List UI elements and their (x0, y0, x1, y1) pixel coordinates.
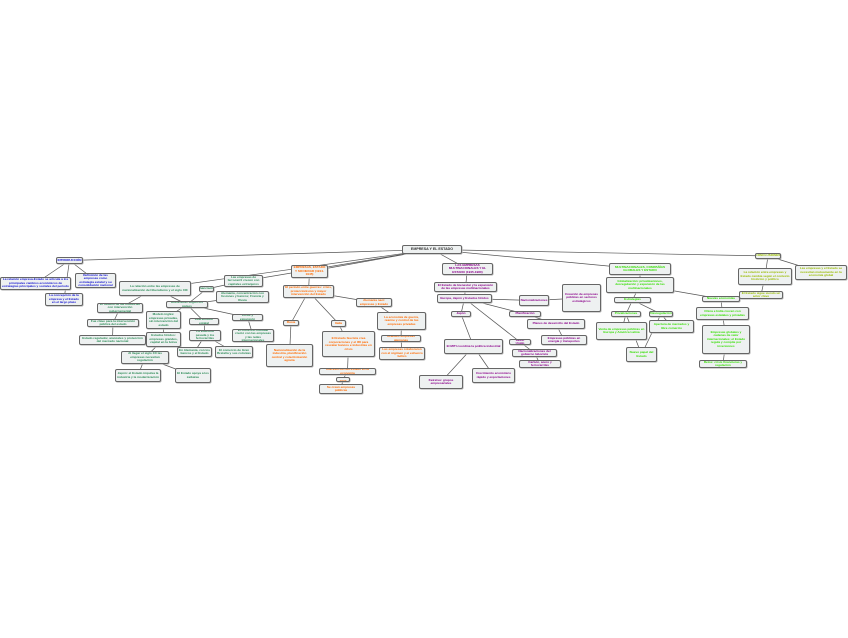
subtopic[interactable]: Desregulación (649, 311, 673, 317)
subtopic[interactable]: El período entre guerras: crisis, protec… (283, 285, 334, 298)
topic-multinacionales[interactable]: LAS EMPRESAS MULTINACIONALES Y EL ESTADO… (442, 263, 493, 275)
subtopic[interactable]: Nacionalizaciones del gobierno laborista (512, 349, 557, 357)
central-topic[interactable]: EMPRESA Y EL ESTADO (402, 245, 462, 254)
subtopic[interactable]: Modelo inglés: empresas privadas, sin in… (146, 311, 181, 329)
connector-root-g1 (243, 249, 433, 282)
subtopic[interactable]: Nuevas economías (702, 296, 740, 302)
subtopic[interactable]: Carbón, acero y ferrocarriles (519, 360, 561, 368)
subtopic[interactable]: El comercio mundial creció con las empre… (232, 329, 274, 342)
subtopic[interactable]: El Estado sigue siendo un actor clave (739, 291, 783, 299)
subtopic[interactable]: Italia (331, 320, 346, 327)
subtopic[interactable]: Empresas públicas en energía y transport… (541, 335, 587, 345)
connector-root-y0 (431, 249, 769, 257)
subtopic[interactable]: La relación entre empresas y Estado camb… (738, 268, 792, 285)
subtopic[interactable]: Retos: crisis financieras y regulación (699, 360, 747, 368)
subtopic[interactable]: Globalización: privatizaciones, desregul… (606, 277, 674, 293)
subtopic[interactable]: La economía de guerra, rearme y control … (377, 312, 426, 330)
subtopic[interactable]: Estrategias (614, 297, 651, 303)
subtopic[interactable]: Empresas globales y cadenas de valor int… (702, 325, 750, 354)
subtopic[interactable]: Intervención estatal (189, 318, 219, 325)
subtopic[interactable]: Financiación (199, 286, 214, 292)
connector-p2-p9 (464, 298, 521, 343)
subtopic[interactable]: China e India crecen con empresas estata… (696, 307, 749, 320)
subtopic[interactable]: Apertura de mercados y libre comercio (649, 320, 694, 333)
subtopic[interactable]: Reino Unido (509, 339, 531, 345)
topic-conclusiones[interactable]: CONCLUSIONES (755, 253, 781, 259)
subtopic[interactable]: Japón (451, 311, 471, 317)
subtopic[interactable]: Fue clave para la intervención pública d… (87, 319, 139, 327)
subtopic[interactable]: Creación de empresas públicas en sectore… (562, 284, 601, 312)
subtopic[interactable]: Planes de desarrollo del Estado (527, 319, 585, 329)
subtopic[interactable]: Crecimiento económico rápido y exportaci… (472, 368, 515, 383)
subtopic[interactable]: Alemania, concentración con fusiones y b… (216, 291, 269, 303)
topic-entreguerras[interactable]: EMPRESAS, ESTADO Y SOCIEDAD (1914-1945) (291, 265, 328, 278)
subtopic[interactable]: Europa, Japón y Estados Unidos (437, 294, 492, 303)
connector-root-l0 (431, 249, 641, 270)
subtopic[interactable]: La relación entre las empresas de nacion… (119, 281, 191, 296)
subtopic[interactable]: Privatizaciones (611, 311, 641, 317)
connector-root-b0 (69, 249, 433, 261)
subtopic[interactable]: Nacionalización de la industria, planifi… (266, 344, 313, 367)
subtopic[interactable]: Diferencias según los países (166, 301, 208, 308)
subtopic[interactable]: en 1933 (336, 377, 350, 382)
subtopic[interactable]: Definición de las empresas como estrateg… (75, 273, 116, 288)
subtopic[interactable]: Estados Unidos: empresas grandes, capita… (146, 332, 181, 347)
topic-globalizacion[interactable]: MULTINACIONALES, COMPAÑÍAS GLOBALES Y ES… (609, 263, 671, 275)
subtopic[interactable]: Nuevo papel del Estado (626, 347, 657, 362)
subtopic[interactable]: El Estado de bienestar y la expansión de… (434, 282, 497, 292)
subtopic[interactable]: Nacionalizaciones (519, 295, 549, 306)
subtopic[interactable]: Japón: el Estado impulsa la industria y … (115, 369, 161, 382)
subtopic[interactable]: Se crean empresas públicas (319, 384, 363, 394)
subtopic[interactable]: Las empresas colaboraron con el régimen … (379, 347, 425, 360)
subtopic[interactable]: Keiretsu: grupos empresariales (419, 375, 463, 389)
subtopic[interactable]: Rusia (283, 320, 299, 326)
subtopic[interactable]: Estado regulador, aranceles y protección… (79, 335, 146, 345)
subtopic[interactable]: El Estado fascista crea corporaciones y … (322, 331, 375, 357)
subtopic[interactable]: Crisis y expansión (232, 314, 263, 321)
subtopic[interactable]: Intervención del Estado en la economía (319, 368, 376, 375)
subtopic[interactable]: Al llegar el siglo XX las empresas neces… (121, 351, 169, 364)
subtopic[interactable]: La concepción de la empresa y el Estado … (45, 293, 83, 306)
subtopic[interactable]: El comercio de Gran Bretaña y sus coloni… (215, 346, 253, 358)
subtopic[interactable]: Venta de empresas públicas en Europa y A… (596, 322, 647, 340)
subtopic[interactable]: La relación empresa-Estado se articula a… (0, 277, 71, 290)
topic-introduccion[interactable]: INTRODUCCIÓN (56, 257, 83, 264)
subtopic[interactable]: Grandes empresas alemanas (381, 335, 421, 342)
subtopic[interactable]: Las empresas y el Estado se necesitan mu… (795, 265, 847, 280)
subtopic[interactable]: Alemania nazi: empresas y Estado (356, 298, 392, 307)
subtopic[interactable]: El modelo de las industrias con interven… (97, 303, 143, 313)
subtopic[interactable]: En Alemania, con los bancos y el Estado (177, 347, 212, 357)
subtopic[interactable]: El MITI coordina la política industrial (444, 339, 503, 354)
subtopic[interactable]: Las empresas de ferrocarril crecen con c… (224, 275, 263, 287)
subtopic[interactable]: La industria pesada y los ferrocarriles (189, 330, 221, 341)
subtopic[interactable]: El Estado apoya a los zaibatsu (175, 368, 211, 383)
subtopic[interactable]: Planificación (509, 311, 541, 317)
